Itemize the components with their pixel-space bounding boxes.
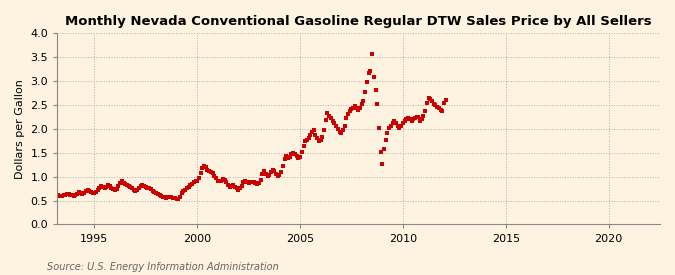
Text: Source: U.S. Energy Information Administration: Source: U.S. Energy Information Administ… xyxy=(47,262,279,272)
Title: Monthly Nevada Conventional Gasoline Regular DTW Sales Price by All Sellers: Monthly Nevada Conventional Gasoline Reg… xyxy=(65,15,652,28)
Y-axis label: Dollars per Gallon: Dollars per Gallon xyxy=(15,79,25,179)
